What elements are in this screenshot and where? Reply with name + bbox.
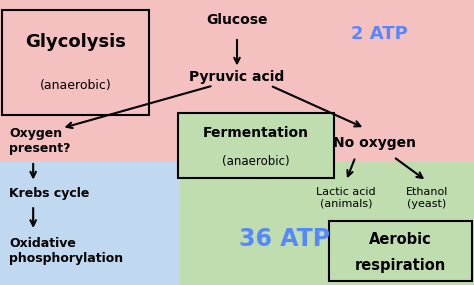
Text: (anaerobic): (anaerobic) [222, 154, 290, 168]
FancyBboxPatch shape [2, 10, 149, 115]
Bar [0, 162, 180, 285]
Text: Oxidative
phosphorylation: Oxidative phosphorylation [9, 237, 124, 265]
Text: Fermentation: Fermentation [203, 126, 309, 140]
FancyBboxPatch shape [329, 221, 472, 281]
Text: Lactic acid
(animals): Lactic acid (animals) [316, 187, 376, 209]
Text: Krebs cycle: Krebs cycle [9, 187, 90, 200]
Text: Oxygen
present?: Oxygen present? [9, 127, 71, 155]
Bar [0, 0, 474, 162]
Text: Ethanol
(yeast): Ethanol (yeast) [405, 187, 448, 209]
Text: No oxygen: No oxygen [333, 135, 416, 150]
Text: Glucose: Glucose [206, 13, 268, 27]
FancyBboxPatch shape [178, 113, 334, 178]
Text: respiration: respiration [355, 258, 446, 272]
Bar [180, 162, 474, 285]
Text: Pyruvic acid: Pyruvic acid [190, 70, 284, 84]
Text: (anaerobic): (anaerobic) [40, 79, 112, 92]
Text: 36 ATP: 36 ATP [239, 227, 330, 251]
Text: 2 ATP: 2 ATP [351, 25, 408, 43]
Text: Glycolysis: Glycolysis [26, 33, 126, 51]
Text: Aerobic: Aerobic [369, 232, 432, 247]
